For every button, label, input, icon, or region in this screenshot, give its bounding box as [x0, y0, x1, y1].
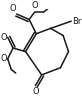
Text: O: O [0, 33, 7, 42]
Text: O: O [0, 54, 7, 63]
Text: O: O [32, 87, 39, 96]
Text: Br: Br [72, 17, 81, 26]
Text: O: O [9, 4, 16, 13]
Text: O: O [31, 1, 38, 10]
